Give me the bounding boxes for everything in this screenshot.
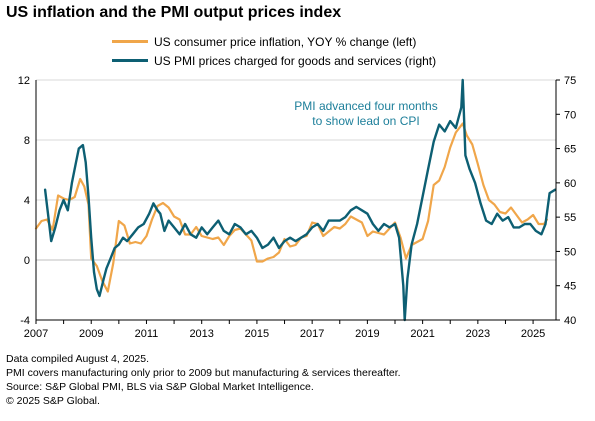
y-right-tick-label: 45 bbox=[564, 281, 576, 293]
x-tick-label: 2017 bbox=[300, 328, 324, 340]
y-left-tick-label: 12 bbox=[18, 75, 30, 87]
x-tick-label: 2025 bbox=[521, 328, 545, 340]
x-tick-label: 2013 bbox=[189, 328, 213, 340]
y-right-tick-label: 55 bbox=[564, 212, 576, 224]
legend-label-cpi: US consumer price inflation, YOY % chang… bbox=[154, 34, 417, 49]
y-right-tick-label: 65 bbox=[564, 144, 576, 156]
y-left-tick-label: -4 bbox=[20, 315, 30, 327]
y-left-tick-label: 8 bbox=[24, 135, 30, 147]
series-line-pmi bbox=[43, 78, 557, 322]
legend-item-pmi: US PMI prices charged for goods and serv… bbox=[112, 51, 436, 70]
annotation-line-1: PMI advanced four months bbox=[294, 99, 437, 113]
legend-label-pmi: US PMI prices charged for goods and serv… bbox=[154, 53, 437, 68]
footnote-copyright: © 2025 S&P Global. bbox=[6, 395, 100, 407]
x-tick-label: 2007 bbox=[24, 328, 48, 340]
footnote-source: Source: S&P Global PMI, BLS via S&P Glob… bbox=[6, 381, 314, 393]
x-tick-label: 2009 bbox=[79, 328, 103, 340]
y-right-tick-label: 70 bbox=[564, 109, 576, 121]
y-right-tick-label: 75 bbox=[564, 75, 576, 87]
x-tick-label: 2011 bbox=[135, 328, 159, 340]
x-tick-label: 2019 bbox=[355, 328, 379, 340]
x-tick-label: 2021 bbox=[410, 328, 434, 340]
x-tick-label: 2015 bbox=[245, 328, 269, 340]
footnote-date: Data compiled August 4, 2025. bbox=[6, 353, 150, 365]
annotation-line-2: to show lead on CPI bbox=[312, 114, 419, 128]
y-right-tick-label: 60 bbox=[564, 178, 576, 190]
legend-item-cpi: US consumer price inflation, YOY % chang… bbox=[112, 32, 436, 51]
chart-legend: US consumer price inflation, YOY % chang… bbox=[112, 32, 436, 70]
legend-swatch-pmi bbox=[112, 59, 148, 62]
y-left-tick-label: 4 bbox=[24, 195, 30, 207]
footnote-coverage: PMI covers manufacturing only prior to 2… bbox=[6, 367, 401, 379]
legend-swatch-cpi bbox=[112, 40, 148, 43]
chart-title: US inflation and the PMI output prices i… bbox=[6, 4, 342, 21]
series-line-cpi bbox=[34, 122, 549, 293]
y-right-tick-label: 50 bbox=[564, 246, 576, 258]
x-tick-label: 2023 bbox=[466, 328, 490, 340]
y-left-tick-label: 0 bbox=[24, 255, 30, 267]
footnotes: Data compiled August 4, 2025. PMI covers… bbox=[6, 352, 401, 408]
y-right-tick-label: 40 bbox=[564, 315, 576, 327]
